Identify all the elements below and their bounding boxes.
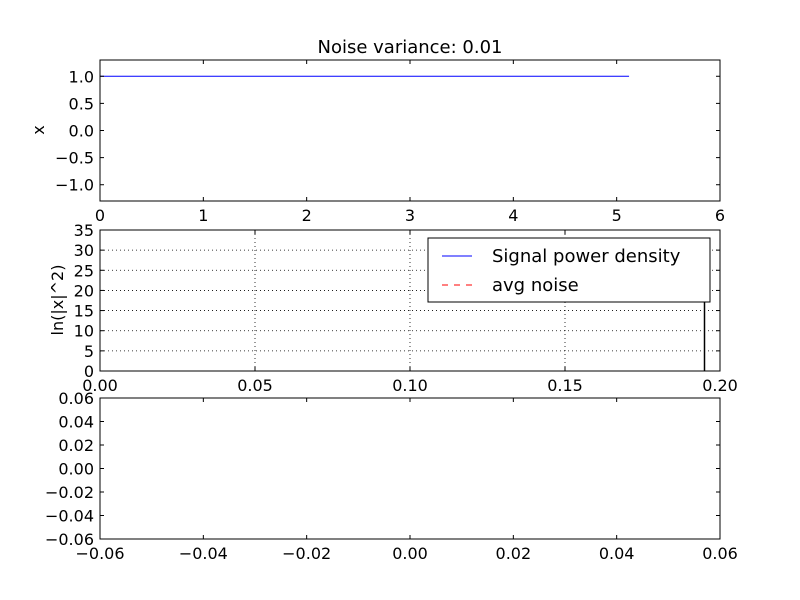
y-tick-label: −0.04 [45, 507, 94, 526]
x-tick-label: −0.04 [179, 544, 228, 563]
x-tick-label: 1 [198, 206, 208, 225]
y-tick-label: 25 [74, 261, 94, 280]
y-tick-label: 0.00 [58, 460, 94, 479]
x-tick-label: 4 [508, 206, 518, 225]
bottom-panel-ticks: −0.06 −0.04 −0.02 0.00 0.02 0.04 0.06 0.06 0.04 0… [45, 389, 738, 563]
x-tick-label: 5 [612, 206, 622, 225]
x-tick-label: 0.00 [82, 376, 118, 395]
y-tick-label: 0 [84, 362, 94, 381]
top-panel-frame [99, 59, 721, 202]
y-tick-label: 0.04 [58, 413, 94, 432]
top-panel: Noise variance: 0.01 x 0 1 2 3 4 5 6 1.0 0.5 0.0 −… [29, 37, 725, 225]
y-tick-label: −0.5 [55, 149, 94, 168]
top-panel-title: Noise variance: 0.01 [317, 37, 502, 58]
x-tick-label: −0.06 [75, 544, 124, 563]
middle-panel-frame [99, 229, 721, 372]
y-tick-label: 35 [74, 221, 94, 240]
legend-label-signal: Signal power density [492, 246, 681, 267]
y-tick-label: 30 [74, 241, 94, 260]
x-tick-label: 0.02 [496, 544, 532, 563]
x-tick-label: 3 [405, 206, 415, 225]
y-tick-label: 0.0 [69, 122, 94, 141]
y-tick-label: 15 [74, 302, 94, 321]
x-tick-label: 0.10 [392, 376, 428, 395]
y-tick-label: −0.02 [45, 483, 94, 502]
y-tick-label: 1.0 [69, 67, 94, 86]
y-tick-label: 0.06 [58, 389, 94, 408]
top-panel-ticks: 0 1 2 3 4 5 6 1.0 0.5 0.0 −0.5 −1.0 [55, 60, 725, 225]
y-tick-label: 20 [74, 281, 94, 300]
x-tick-label: 0.06 [702, 544, 738, 563]
x-tick-label: 2 [302, 206, 312, 225]
y-tick-label: 0.5 [69, 94, 94, 113]
x-tick-label: 0.20 [702, 376, 738, 395]
y-tick-label: 10 [74, 322, 94, 341]
bottom-panel-frame [99, 397, 721, 540]
legend: Signal power density avg noise [427, 237, 711, 303]
y-tick-label: 0.02 [58, 436, 94, 455]
legend-label-avg-noise: avg noise [492, 275, 579, 296]
x-tick-label: 0.04 [599, 544, 635, 563]
x-tick-label: 6 [715, 206, 725, 225]
y-tick-label: −1.0 [55, 176, 94, 195]
x-tick-label: 0.15 [547, 376, 583, 395]
x-tick-label: 0.05 [237, 376, 273, 395]
x-tick-label: −0.02 [282, 544, 331, 563]
x-tick-label: 0 [95, 206, 105, 225]
middle-panel-ylabel: ln(|x|^2) [48, 265, 67, 336]
y-tick-label: 5 [84, 342, 94, 361]
legend-box [427, 237, 711, 303]
y-tick-label: −0.06 [45, 530, 94, 549]
bottom-panel: −0.06 −0.04 −0.02 0.00 0.02 0.04 0.06 0.06 0.04 0… [45, 389, 738, 563]
top-panel-ylabel: x [29, 125, 48, 134]
x-tick-label: 0.00 [392, 544, 428, 563]
